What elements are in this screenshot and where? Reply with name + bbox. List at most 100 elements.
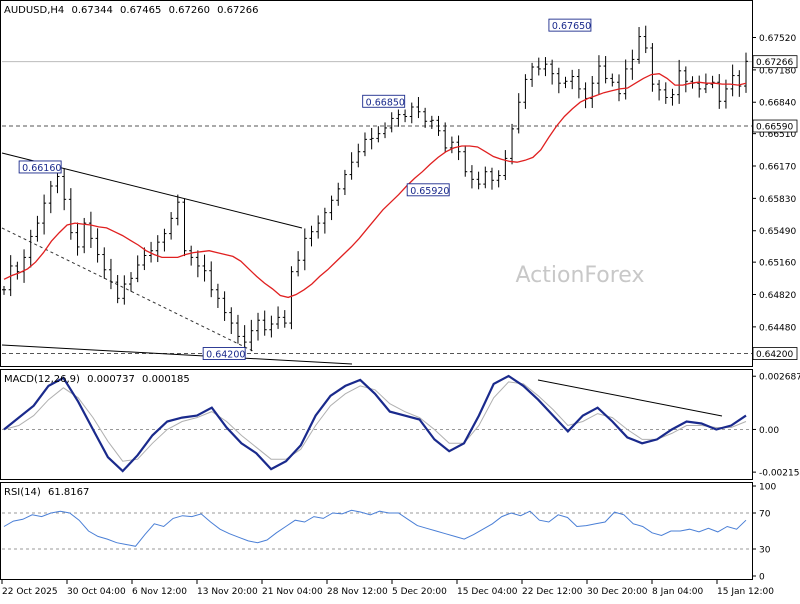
price-bar (349, 152, 354, 180)
price-bar (362, 132, 367, 157)
price-bar (122, 275, 127, 305)
annotation-label: 0.66160 (22, 163, 61, 174)
annotation-label: 0.67650 (552, 21, 591, 32)
price-bar (616, 74, 621, 102)
price-header: AUDUSD,H4 0.67344 0.67465 0.67260 0.6726… (4, 5, 258, 16)
price-bar (530, 62, 535, 87)
price-bar (590, 76, 595, 108)
price-bar (409, 102, 414, 124)
annotation-label: 0.65920 (410, 186, 449, 197)
ohlc-high: 0.67465 (120, 5, 161, 16)
time-tick-label: 21 Nov 04:00 (262, 587, 323, 597)
price-bar (556, 67, 561, 94)
price-bar (717, 74, 722, 109)
price-bar (550, 59, 555, 85)
price-bar (510, 123, 515, 165)
price-bar (2, 285, 6, 295)
time-tick-label: 22 Oct 2025 (2, 587, 58, 597)
price-bar (429, 115, 434, 129)
time-tick-label: 22 Dec 12:00 (522, 587, 583, 597)
price-bar (202, 254, 207, 282)
time-tick-label: 30 Oct 04:00 (67, 587, 126, 597)
price-bar (383, 122, 388, 139)
price-bar (516, 93, 521, 134)
price-bar (576, 69, 581, 99)
price-bar (15, 261, 20, 280)
rsi-panel-frame (0, 482, 753, 580)
annotation-box (202, 347, 246, 360)
time-tick-label: 5 Dec 20:00 (392, 587, 447, 597)
rsi-tick-label: 100 (759, 483, 776, 493)
macd-trendline (537, 379, 723, 417)
current-price-label: 0.67266 (756, 58, 793, 68)
price-bar (262, 310, 267, 336)
rsi-tick-label: 70 (759, 510, 771, 520)
price-bar (469, 165, 474, 189)
macd-value: 0.000737 (87, 374, 135, 385)
price-bar (596, 55, 601, 95)
annotation-box (18, 160, 62, 174)
macd-lines (2, 374, 752, 473)
price-bar (309, 225, 314, 247)
annotation-box (362, 94, 406, 108)
price-annotations: 0.67650 0.66850 0.65920 0.66160 0.64200 (18, 18, 592, 361)
price-tick-label: 0.66170 (759, 163, 796, 173)
price-bar (610, 73, 615, 87)
symbol-timeframe: AUDUSD,H4 (4, 5, 64, 16)
price-bar (403, 109, 408, 123)
price-levels (2, 61, 752, 355)
price-bar (35, 215, 40, 242)
price-bar (710, 75, 715, 89)
price-annotation: 0.66160 (18, 160, 62, 174)
time-tick-label: 15 Jan 12:00 (717, 587, 774, 597)
rsi-line (3, 509, 747, 547)
price-tick-label: 0.67180 (759, 66, 796, 76)
price-bar (155, 235, 160, 263)
price-bar (62, 168, 67, 211)
current-price-box (752, 55, 798, 69)
macd-header: MACD(12,26,9) 0.000737 0.000185 (4, 374, 190, 385)
time-tick-label: 8 Jan 04:00 (652, 587, 704, 597)
price-bar (476, 171, 481, 190)
price-bar (256, 312, 261, 341)
price-bar (436, 115, 441, 136)
watermark: ActionForex (516, 263, 645, 288)
time-tick-label: 6 Nov 12:00 (132, 587, 187, 597)
price-bar (543, 57, 548, 77)
macd-tick-label: 0.002687 (759, 373, 800, 383)
annotation-label: 0.66850 (366, 97, 405, 108)
time-tick-label: 13 Nov 20:00 (197, 587, 258, 597)
level-tag-box (752, 119, 798, 133)
price-bar (523, 74, 528, 109)
current-price-tag: 0.67266 (752, 55, 798, 69)
annotation-box (406, 183, 450, 197)
lower-trendline (1, 344, 353, 365)
price-bar (643, 25, 648, 54)
price-bar (329, 195, 334, 221)
price-bar (269, 315, 274, 338)
price-bar (456, 135, 461, 161)
price-bar (135, 255, 140, 283)
price-bar (449, 136, 454, 154)
price-bar (222, 291, 227, 321)
time-tick-label: 28 Nov 12:00 (327, 587, 388, 597)
dashed-trendline (1, 227, 256, 353)
price-bar (302, 228, 307, 271)
price-bar (82, 217, 87, 254)
price-bar (182, 198, 187, 257)
rsi-value: 61.8167 (48, 487, 89, 498)
price-bar (68, 188, 73, 240)
price-bar (322, 207, 327, 234)
price-annotation: 0.66850 (362, 94, 406, 108)
price-bar (489, 167, 494, 190)
ohlc-low: 0.67260 (169, 5, 210, 16)
price-bar (630, 49, 635, 80)
level-tag-label: 0.66590 (756, 123, 793, 133)
rsi-header: RSI(14) 61.8167 (4, 487, 89, 498)
price-tick-label: 0.65160 (759, 259, 796, 269)
ma-line (3, 73, 747, 299)
trendlines (1, 152, 353, 365)
price-annotation: 0.64200 (202, 347, 246, 361)
price-bar (677, 59, 682, 104)
